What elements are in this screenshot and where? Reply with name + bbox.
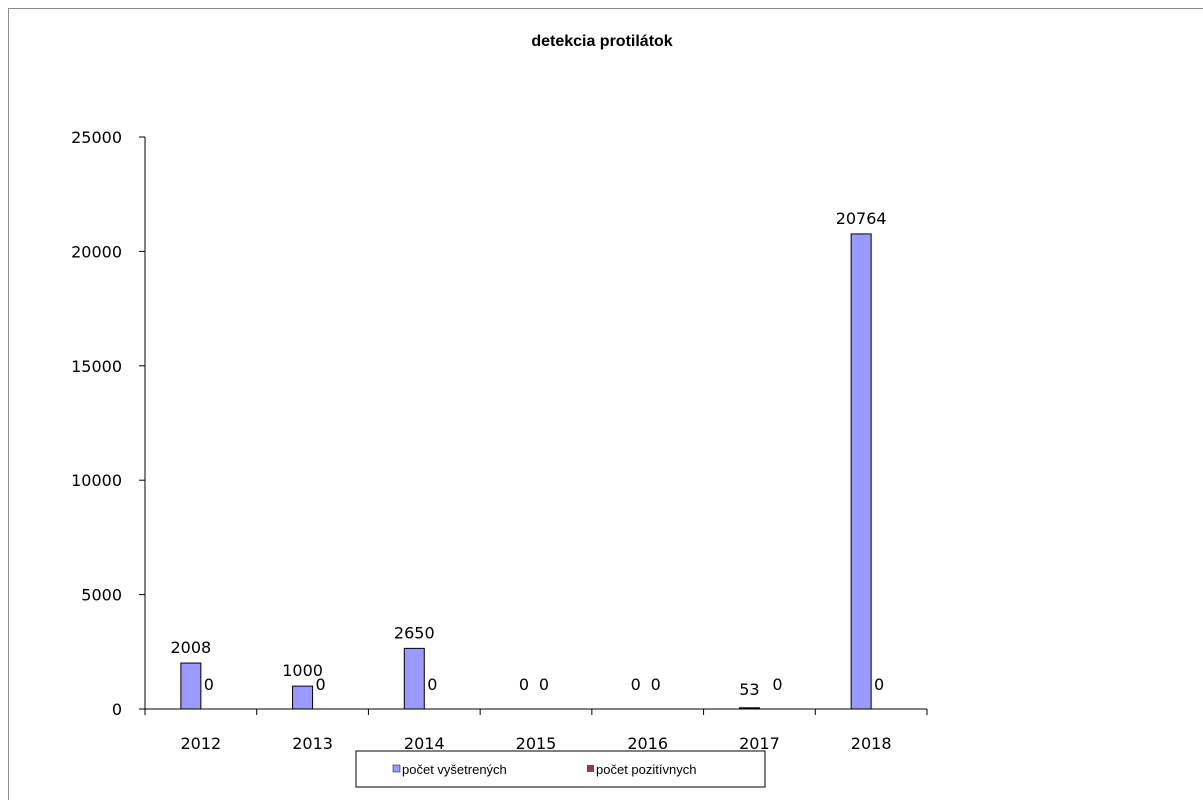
x-tick-label: 2015 xyxy=(516,734,557,753)
legend-box xyxy=(355,750,766,788)
data-label-pozitivnych: 0 xyxy=(772,675,782,694)
data-label-vysetrenych: 53 xyxy=(739,680,759,699)
bar-vysetrenych xyxy=(403,647,425,710)
data-label-pozitivnych: 0 xyxy=(427,675,437,694)
bar-vysetrenych xyxy=(292,685,314,710)
chart-frame xyxy=(8,8,1203,800)
legend-swatch-pozitivnych xyxy=(587,765,594,772)
data-label-pozitivnych: 0 xyxy=(539,675,549,694)
data-label-vysetrenych: 1000 xyxy=(282,661,323,680)
bar-vysetrenych xyxy=(738,707,760,710)
data-label-vysetrenych: 20764 xyxy=(836,209,887,228)
legend-label-pozitivnych: počet pozitívnych xyxy=(596,762,696,777)
y-tick-label: 15000 xyxy=(71,357,122,376)
chart-title: detekcia protilátok xyxy=(531,33,672,50)
x-tick-label: 2016 xyxy=(627,734,668,753)
bars xyxy=(180,233,872,710)
bar-vysetrenych xyxy=(850,233,872,710)
legend-label-vysetrenych: počet vyšetrených xyxy=(402,762,507,777)
x-tick-label: 2014 xyxy=(404,734,445,753)
y-axis-ticks: 0 5000 10000 15000 20000 25000 xyxy=(71,128,145,719)
x-tick-label: 2012 xyxy=(180,734,221,753)
bar-vysetrenych xyxy=(180,662,202,710)
data-label-vysetrenych: 0 xyxy=(631,675,641,694)
y-tick-label: 25000 xyxy=(71,128,122,147)
y-tick-label: 5000 xyxy=(81,586,122,605)
legend: počet vyšetrených počet pozitívnych xyxy=(355,750,766,788)
data-label-pozitivnych: 0 xyxy=(651,675,661,694)
y-tick-label: 0 xyxy=(112,700,122,719)
data-label-pozitivnych: 0 xyxy=(315,675,325,694)
data-label-vysetrenych: 2008 xyxy=(170,638,211,657)
x-tick-label: 2013 xyxy=(292,734,333,753)
x-tick-label: 2017 xyxy=(739,734,780,753)
x-tick-label: 2018 xyxy=(851,734,892,753)
x-axis-ticks: 2012 2013 2014 2015 2016 2017 2018 xyxy=(144,709,928,753)
legend-swatch-vysetrenych xyxy=(392,764,401,773)
y-tick-label: 10000 xyxy=(71,471,122,490)
data-label-pozitivnych: 0 xyxy=(204,675,214,694)
data-label-pozitivnych: 0 xyxy=(874,675,884,694)
data-label-vysetrenych: 0 xyxy=(519,675,529,694)
y-tick-label: 20000 xyxy=(71,242,122,261)
data-label-vysetrenych: 2650 xyxy=(394,623,435,642)
